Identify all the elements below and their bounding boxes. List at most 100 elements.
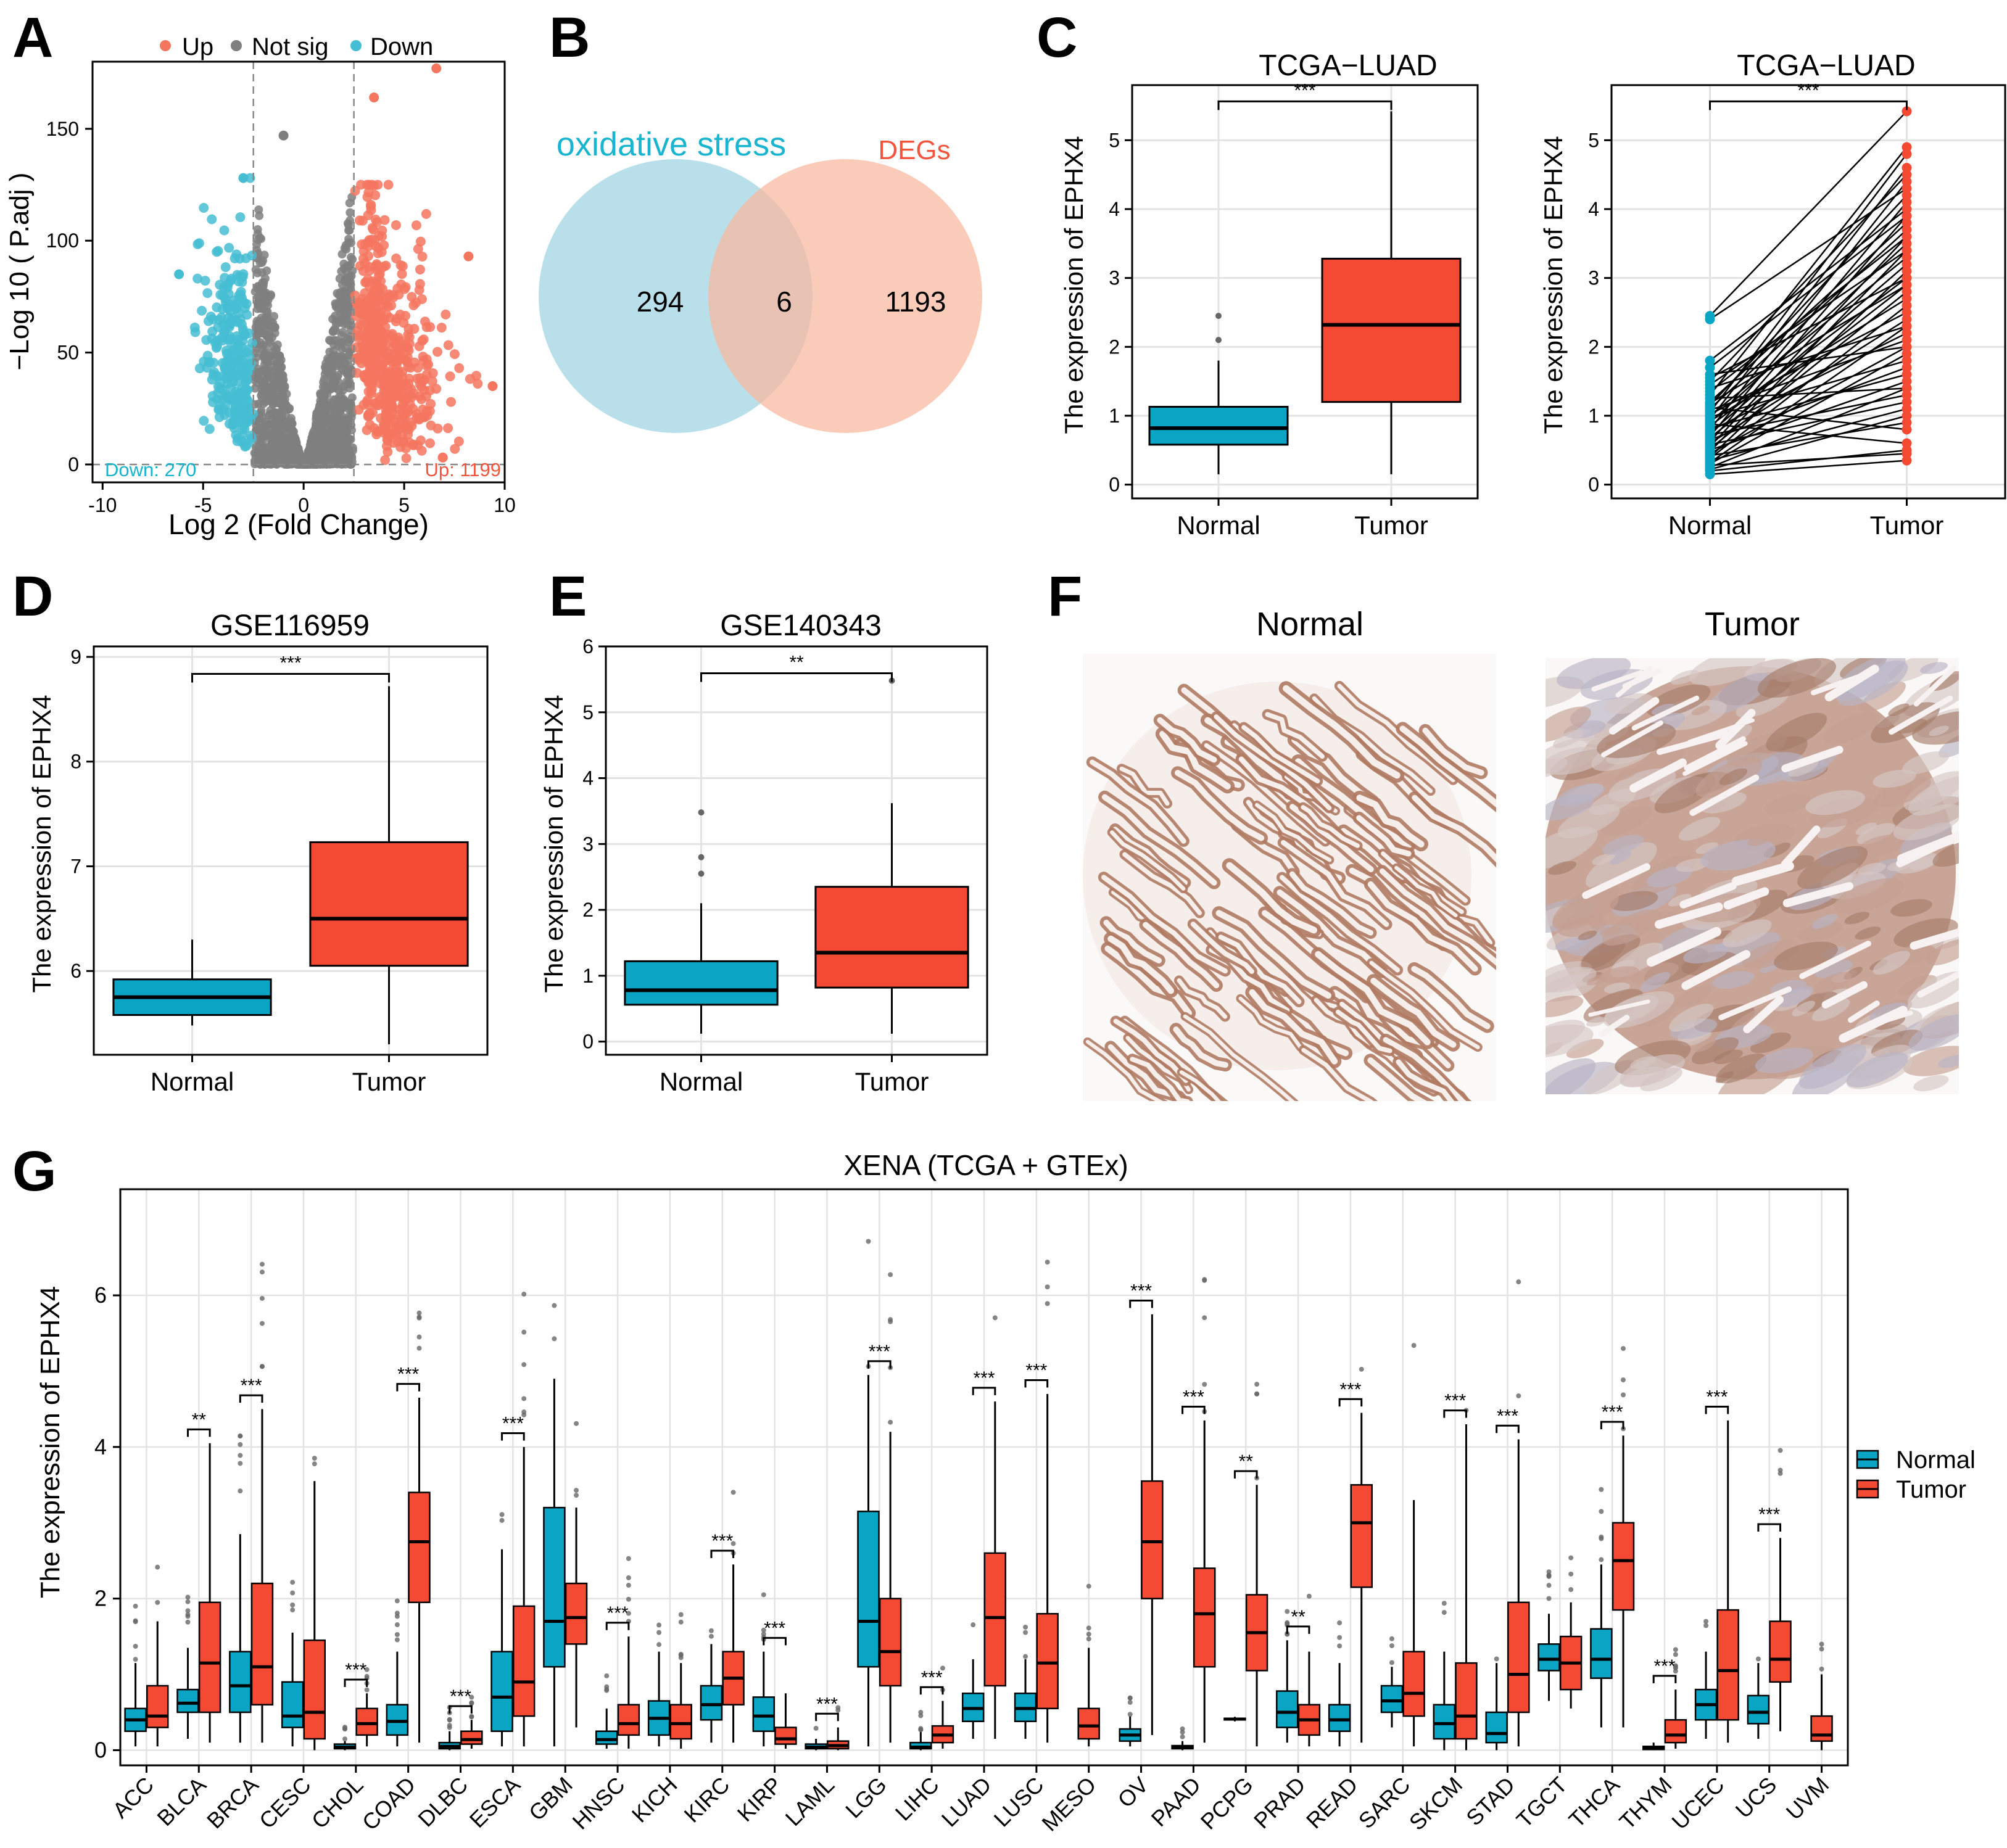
volcano-point-down: [207, 390, 218, 401]
tissue-patch-tumor: [1695, 842, 1718, 854]
y-tick-label: 7: [70, 855, 81, 877]
volcano-point-up: [416, 394, 427, 405]
panel-g: XENA (TCGA + GTEx) The expression of EPH…: [35, 1149, 1976, 1836]
significance-bracket: [449, 1705, 473, 1714]
volcano-point-down: [244, 328, 254, 339]
outlier-point: [678, 1655, 684, 1660]
volcano-point-up: [443, 340, 453, 350]
legend-dot-down: [350, 40, 362, 51]
y-tick-label: 6: [70, 960, 81, 982]
tissue-patch-tumor: [1712, 930, 1732, 940]
outlier-point: [1777, 1448, 1783, 1453]
tissue-strand-lumen: [1204, 743, 1328, 844]
paired-point-tumor: [1901, 273, 1912, 283]
tissue-gap-tumor: [1601, 720, 1663, 757]
tissue-gap-tumor: [1913, 666, 1957, 707]
paired-point-tumor: [1901, 448, 1912, 459]
tissue-patch-tumor: [1895, 852, 1939, 874]
box-normal-stad: [1485, 1711, 1508, 1744]
tissue-patch-tumor: [1633, 746, 1684, 778]
c2-title: TCGA−LUAD: [1737, 49, 1915, 82]
volcano-point-up: [415, 236, 426, 247]
tissue-gap-tumor: [1608, 696, 1660, 735]
panel-letter-a: A: [12, 6, 53, 69]
x-tick-label: UCEC: [1666, 1772, 1729, 1834]
volcano-point-down: [240, 411, 250, 421]
volcano-point-up: [370, 398, 381, 408]
d-y-label: The expression of EPHX4: [27, 695, 56, 992]
outlier-point: [656, 1630, 662, 1635]
volcano-point-notsig: [346, 460, 355, 469]
volcano-point-up: [445, 371, 455, 382]
tissue-patch-tumor: [1546, 967, 1597, 992]
y-tick-label: 6: [94, 1282, 107, 1308]
volcano-point-up: [383, 397, 394, 408]
volcano-point-up: [366, 234, 377, 245]
tissue-patch-tumor: [1873, 769, 1916, 788]
box-tumor-ucs: [1769, 1620, 1792, 1683]
outlier-point: [1411, 1343, 1417, 1348]
significance-stars: ***: [1758, 1504, 1780, 1525]
volcano-point-notsig: [275, 352, 284, 361]
paired-point-tumor: [1901, 231, 1912, 242]
tissue-strand-lumen: [1277, 889, 1384, 975]
volcano-point-up: [391, 253, 402, 263]
outlier-point: [1568, 1587, 1574, 1593]
volcano-point-down: [207, 214, 217, 225]
volcano-point-down: [202, 350, 213, 361]
paired-line: [1709, 110, 1908, 316]
volcano-y-tick-label: 150: [46, 118, 79, 140]
outlier-point: [1389, 1660, 1394, 1665]
volcano-point-up: [411, 220, 421, 231]
x-tick-label: Normal: [1668, 511, 1752, 540]
volcano-y-tick-label: 0: [68, 453, 79, 476]
outlier-point: [1673, 1647, 1678, 1652]
tissue-gap-tumor: [1821, 981, 1868, 1009]
volcano-point-up: [394, 391, 404, 402]
outlier-point: [866, 1239, 871, 1244]
tissue-patch-tumor: [1652, 703, 1676, 716]
significance-stars: **: [1239, 1451, 1254, 1472]
volcano-point-up: [376, 316, 386, 326]
volcano-point-up: [389, 338, 400, 349]
tissue-patch-tumor: [1691, 1037, 1739, 1065]
volcano-point-up: [358, 346, 369, 357]
tissue-patch-tumor: [1742, 939, 1800, 969]
volcano-point-notsig: [265, 376, 274, 386]
outlier-point: [155, 1599, 160, 1605]
volcano-point-up: [437, 452, 448, 463]
significance-stars: ***: [1797, 80, 1819, 101]
volcano-point-notsig: [328, 352, 337, 361]
paired-point-tumor: [1901, 245, 1912, 255]
outlier-point: [730, 1490, 736, 1495]
tissue-patch-tumor: [1546, 827, 1598, 870]
volcano-point-up: [365, 363, 375, 373]
outlier-point: [185, 1594, 191, 1600]
volcano-point-notsig: [337, 352, 347, 361]
volcano-point-notsig: [273, 419, 283, 429]
tissue-gap-tumor: [1591, 670, 1644, 692]
outlier-point: [521, 1362, 527, 1367]
significance-bracket: [1217, 100, 1392, 110]
volcano-point-notsig: [286, 426, 295, 435]
legend-label-up: Up: [182, 33, 213, 60]
box-normal: [624, 960, 779, 1006]
tissue-patch-tumor: [1557, 804, 1620, 838]
paired-line: [1709, 284, 1908, 404]
tissue-patch-tumor: [1908, 1014, 1959, 1051]
box-tumor-thym: [1664, 1719, 1687, 1744]
plot-frame: [93, 645, 489, 1056]
outlier-point: [1337, 1643, 1343, 1649]
volcano-point-up: [362, 192, 373, 202]
venn-circle-degs: [708, 159, 982, 433]
volcano-point-up: [403, 424, 414, 435]
volcano-point-notsig: [333, 304, 342, 313]
volcano-point-down: [243, 344, 254, 355]
outlier-point: [1516, 1279, 1521, 1285]
tissue-patch-tumor: [1932, 840, 1959, 867]
tissue-gap-tumor: [1684, 736, 1746, 771]
volcano-point-up: [388, 290, 399, 300]
tissue-patch-tumor: [1700, 791, 1747, 814]
outlier-point: [1546, 1596, 1552, 1601]
tissue-gap-tumor: [1681, 950, 1751, 990]
